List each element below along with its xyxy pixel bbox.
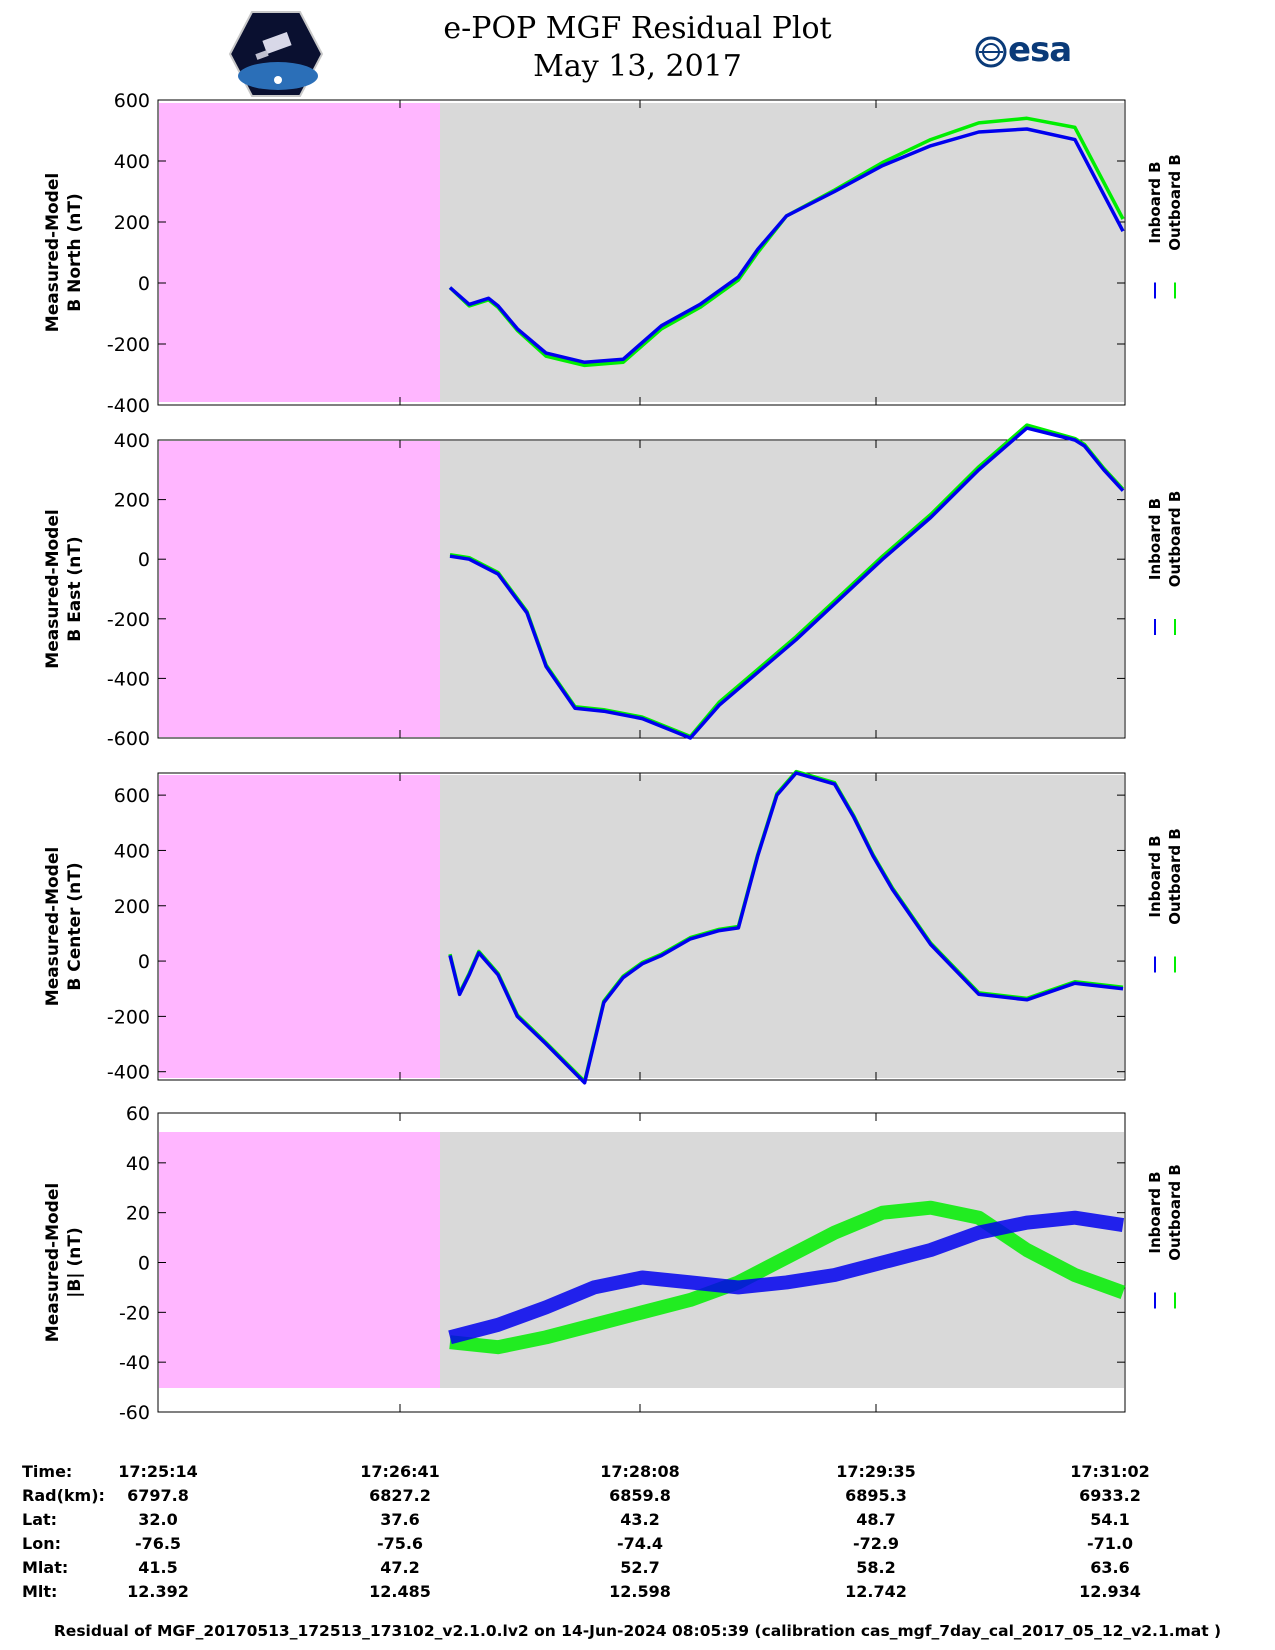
y-tick-label: -200 [107, 609, 150, 631]
inboard-series-line [449, 426, 1125, 740]
y-tick-label: 40 [126, 1153, 150, 1175]
y-tick-label: -400 [107, 668, 150, 690]
outboard-series-line [449, 1200, 1126, 1355]
inboard-series-line [448, 771, 1124, 1085]
y-tick-label: 0 [138, 951, 150, 973]
y-tick-label: 400 [114, 430, 150, 452]
y-tick-label: -400 [107, 1062, 150, 1084]
row-label-lon: Lon: [22, 1534, 61, 1553]
no-data-band [159, 441, 440, 737]
cell-rad: 6859.8 [609, 1486, 671, 1505]
cell-lon: -71.0 [1086, 1534, 1134, 1553]
row-label-lat: Lat: [22, 1510, 58, 1529]
cell-mlat: 63.6 [1090, 1558, 1130, 1577]
y-axis-label: B Center (nT) [65, 862, 85, 990]
y-axis-label: B East (nT) [65, 536, 85, 641]
cell-mlt: 12.392 [127, 1582, 189, 1601]
cell-rad: 6933.2 [1079, 1486, 1141, 1505]
cell-mlat: 52.7 [620, 1558, 660, 1577]
cell-mlt: 12.742 [845, 1582, 907, 1601]
y-tick-label: -600 [107, 728, 150, 750]
title-block: e-POP MGF Residual Plot May 13, 2017 [0, 10, 1275, 86]
cell-time: 17:25:14 [118, 1462, 198, 1481]
y-tick-label: 200 [114, 212, 150, 234]
cell-rad: 6797.8 [127, 1486, 189, 1505]
y-tick-label: 60 [126, 1103, 150, 1125]
chart-date: May 13, 2017 [533, 49, 742, 84]
cell-rad: 6895.3 [845, 1486, 907, 1505]
cell-lon: -76.5 [134, 1534, 182, 1553]
cell-mlat: 41.5 [138, 1558, 178, 1577]
y-axis-label: B North (nT) [65, 193, 85, 312]
cell-mlat: 58.2 [856, 1558, 896, 1577]
y-tick-label: 0 [138, 549, 150, 571]
legend-label-inboard: Inboard B [1146, 161, 1164, 243]
row-label-time: Time: [22, 1462, 73, 1481]
y-tick-label: 200 [114, 896, 150, 918]
cell-time: 17:31:02 [1070, 1462, 1150, 1481]
cell-mlat: 47.2 [380, 1558, 420, 1577]
cell-mlt: 12.485 [369, 1582, 431, 1601]
y-tick-label: -40 [119, 1352, 150, 1374]
legend-label-outboard: Outboard B [1166, 1164, 1184, 1261]
no-data-band [159, 1132, 440, 1388]
cell-lon: -74.4 [616, 1534, 664, 1553]
legend-label-outboard: Outboard B [1166, 491, 1184, 588]
cassiope-logo [228, 11, 324, 97]
cell-lon: -72.9 [852, 1534, 900, 1553]
cell-lat: 48.7 [856, 1510, 896, 1529]
y-tick-label: 20 [126, 1203, 150, 1225]
legend-label-inboard: Inboard B [1146, 835, 1164, 917]
plot-background [440, 775, 1124, 1078]
footnote: Residual of MGF_20170513_172513_173102_v… [53, 1622, 1222, 1640]
y-tick-label: -20 [119, 1302, 150, 1324]
chart-title: e-POP MGF Residual Plot [443, 11, 832, 46]
y-tick-label: -60 [119, 1402, 150, 1424]
y-tick-label: 400 [114, 840, 150, 862]
cell-lat: 54.1 [1090, 1510, 1130, 1529]
plot-background [440, 103, 1124, 402]
y-axis-label: Measured-Model [43, 1183, 63, 1342]
cell-mlt: 12.598 [609, 1582, 671, 1601]
row-label-mlt: Mlt: [22, 1582, 58, 1601]
y-tick-label: -200 [107, 1006, 150, 1028]
row-label-mlat: Mlat: [22, 1558, 69, 1577]
esa-logo [975, 36, 1007, 68]
inboard-series-line [448, 1210, 1125, 1345]
legend-label-inboard: Inboard B [1146, 1171, 1164, 1253]
orbit-info-table: Time: Rad(km): Lat: Lon: Mlat: Mlt: 17:2… [0, 1462, 1275, 1612]
y-axis-label: Measured-Model [43, 847, 63, 1006]
y-tick-label: 400 [114, 151, 150, 173]
y-tick-label: 600 [114, 785, 150, 807]
y-tick-label: 0 [138, 1253, 150, 1275]
legend-label-outboard: Outboard B [1166, 828, 1184, 925]
cell-time: 17:29:35 [836, 1462, 916, 1481]
cell-mlt: 12.934 [1079, 1582, 1141, 1601]
row-label-rad: Rad(km): [22, 1486, 105, 1505]
no-data-band [159, 775, 440, 1078]
y-tick-label: -400 [107, 395, 150, 417]
y-axis-label: |B| (nT) [65, 1227, 85, 1298]
y-tick-label: 0 [138, 273, 150, 295]
legend-label-inboard: Inboard B [1146, 498, 1164, 580]
y-tick-label: 200 [114, 490, 150, 512]
inboard-series-line [448, 127, 1125, 365]
no-data-band [159, 103, 440, 402]
esa-logo-text: esa [1008, 30, 1072, 70]
legend-label-outboard: Outboard B [1166, 154, 1184, 251]
y-tick-label: -200 [107, 334, 150, 356]
cell-lat: 37.6 [380, 1510, 420, 1529]
cell-time: 17:28:08 [600, 1462, 680, 1481]
cell-lat: 43.2 [620, 1510, 660, 1529]
cell-time: 17:26:41 [360, 1462, 440, 1481]
cell-rad: 6827.2 [369, 1486, 431, 1505]
y-axis-label: Measured-Model [43, 173, 63, 332]
plot-background [440, 441, 1124, 737]
cell-lon: -75.6 [376, 1534, 424, 1553]
y-tick-label: 600 [114, 90, 150, 112]
y-axis-label: Measured-Model [43, 509, 63, 668]
cell-lat: 32.0 [138, 1510, 178, 1529]
